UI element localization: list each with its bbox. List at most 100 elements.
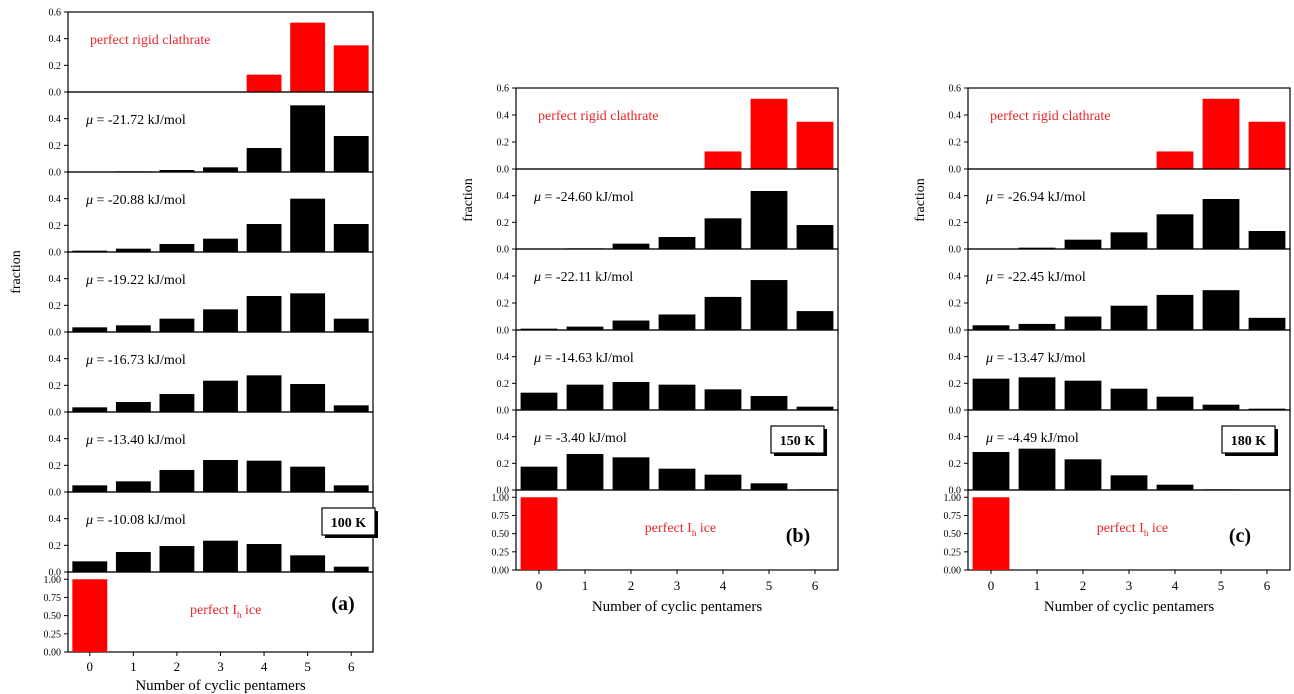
panel-label: perfect Ih ice: [645, 521, 716, 538]
x-axis-label: Number of cyclic pentamers: [135, 678, 306, 694]
panel-a-0: 0.0 0.2 0.4 0.6 perfect rigid clathrate: [49, 8, 374, 99]
panel-label: perfect rigid clathrate: [990, 109, 1110, 124]
panel-letter: (b): [786, 525, 810, 547]
panel-label: perfect rigid clathrate: [90, 33, 210, 48]
bar-3: [1110, 305, 1148, 330]
panel-label: μ = -22.11 kJ/mol: [533, 270, 633, 285]
bar-2: [612, 243, 650, 249]
panel-label: μ = -21.72 kJ/mol: [85, 113, 186, 128]
bar-3: [1110, 388, 1148, 410]
y-axis-label: fraction: [9, 250, 24, 294]
bar-6: [1248, 121, 1286, 169]
y-tick-label: 0.4: [49, 34, 62, 45]
y-tick-label: 0.2: [49, 301, 62, 312]
bar-5: [290, 384, 326, 412]
y-tick-label: 0.4: [497, 352, 510, 363]
bar-1: [566, 454, 604, 490]
x-tick-label: 3: [674, 578, 681, 593]
y-tick-label: 0.0: [497, 245, 510, 256]
panel-c-3: 0.0 0.2 0.4 μ = -13.47 kJ/mol: [949, 329, 1291, 417]
y-tick-label: 0.2: [949, 138, 962, 149]
y-tick-label: 0.2: [949, 299, 962, 310]
bar-3: [203, 238, 238, 252]
bar-5: [290, 198, 326, 252]
x-axis-label: Number of cyclic pentamers: [592, 599, 763, 615]
bar-2: [1064, 239, 1102, 249]
bar-2: [1064, 459, 1102, 490]
bar-1: [115, 248, 151, 252]
y-tick-label: 0.2: [49, 141, 62, 152]
bar-6: [333, 566, 369, 572]
bar-1: [1018, 247, 1056, 249]
y-tick-label: 0.75: [492, 511, 510, 522]
y-tick-label: 0.0: [49, 328, 62, 339]
y-tick-label: 0.4: [497, 272, 510, 283]
bar-4: [704, 218, 742, 249]
bar-6: [333, 224, 369, 252]
bar-0: [72, 250, 108, 252]
y-tick-label: 1.00: [492, 493, 510, 504]
y-tick-label: 0.4: [49, 274, 62, 285]
bar-5: [290, 293, 326, 332]
bar-0: [972, 325, 1010, 330]
y-tick-label: 0.4: [949, 352, 962, 363]
bar-6: [796, 121, 834, 169]
y-tick-label: 0.4: [949, 272, 962, 283]
x-tick-label: 0: [536, 578, 543, 593]
bar-2: [1064, 380, 1102, 410]
y-tick-label: 0.2: [49, 381, 62, 392]
bar-4: [246, 224, 282, 252]
bar-4: [1156, 396, 1194, 410]
bar-4: [1156, 151, 1194, 169]
panel-label: μ = -16.73 kJ/mol: [85, 353, 186, 368]
panel-frame: [67, 11, 374, 93]
panel-a-7: 0.00 0.25 0.50 0.75 1.00 perfect Ih ice: [44, 571, 374, 659]
y-tick-label: 0.25: [44, 629, 62, 640]
bar-5: [750, 483, 788, 490]
panel-label: perfect Ih ice: [1097, 521, 1168, 538]
bar-4: [1156, 294, 1194, 330]
bar-0: [972, 452, 1010, 490]
x-tick-label: 0: [87, 659, 94, 674]
bar-5: [290, 22, 326, 93]
y-tick-label: 0.0: [949, 486, 962, 497]
y-tick-label: 0.4: [49, 114, 62, 125]
bar-5: [750, 396, 788, 410]
bar-4: [246, 460, 282, 492]
temperature-label: 150 K: [780, 434, 816, 449]
panel-a-3: 0.0 0.2 0.4 μ = -19.22 kJ/mol: [49, 251, 374, 339]
bar-6: [1248, 317, 1286, 330]
bar-5: [1202, 98, 1240, 169]
y-tick-label: 0.2: [497, 299, 510, 310]
bar-4: [246, 296, 282, 332]
y-tick-label: 0.00: [944, 566, 962, 577]
panel-label: μ = -19.22 kJ/mol: [85, 273, 186, 288]
bar-1: [115, 481, 151, 492]
panel-label: perfect rigid clathrate: [538, 109, 658, 124]
bar-4: [246, 544, 282, 572]
bar-5: [290, 555, 326, 572]
temperature-box: [1221, 425, 1276, 454]
y-tick-label: 0.4: [49, 434, 62, 445]
x-tick-label: 4: [261, 659, 268, 674]
panel-label: μ = -10.08 kJ/mol: [85, 513, 186, 528]
y-axis-label: fraction: [461, 178, 476, 222]
panel-b-1: 0.0 0.2 0.4 μ = -24.60 kJ/mol: [497, 168, 839, 256]
y-tick-label: 0.00: [44, 648, 62, 659]
bar-5: [1202, 199, 1240, 249]
bar-2: [612, 382, 650, 410]
y-tick-label: 0.0: [949, 165, 962, 176]
y-tick-label: 0.4: [49, 194, 62, 205]
panel-label: perfect Ih ice: [190, 603, 261, 620]
bar-6: [333, 136, 369, 172]
panel-label: μ = -24.60 kJ/mol: [533, 190, 634, 205]
bar-5: [290, 466, 326, 492]
temperature-box: [770, 425, 825, 454]
bar-6: [796, 406, 834, 410]
y-tick-label: 0.4: [497, 432, 510, 443]
x-tick-label: 1: [1034, 578, 1041, 593]
bar-2: [159, 394, 195, 412]
x-tick-label: 2: [1080, 578, 1087, 593]
x-tick-label: 6: [812, 578, 819, 593]
